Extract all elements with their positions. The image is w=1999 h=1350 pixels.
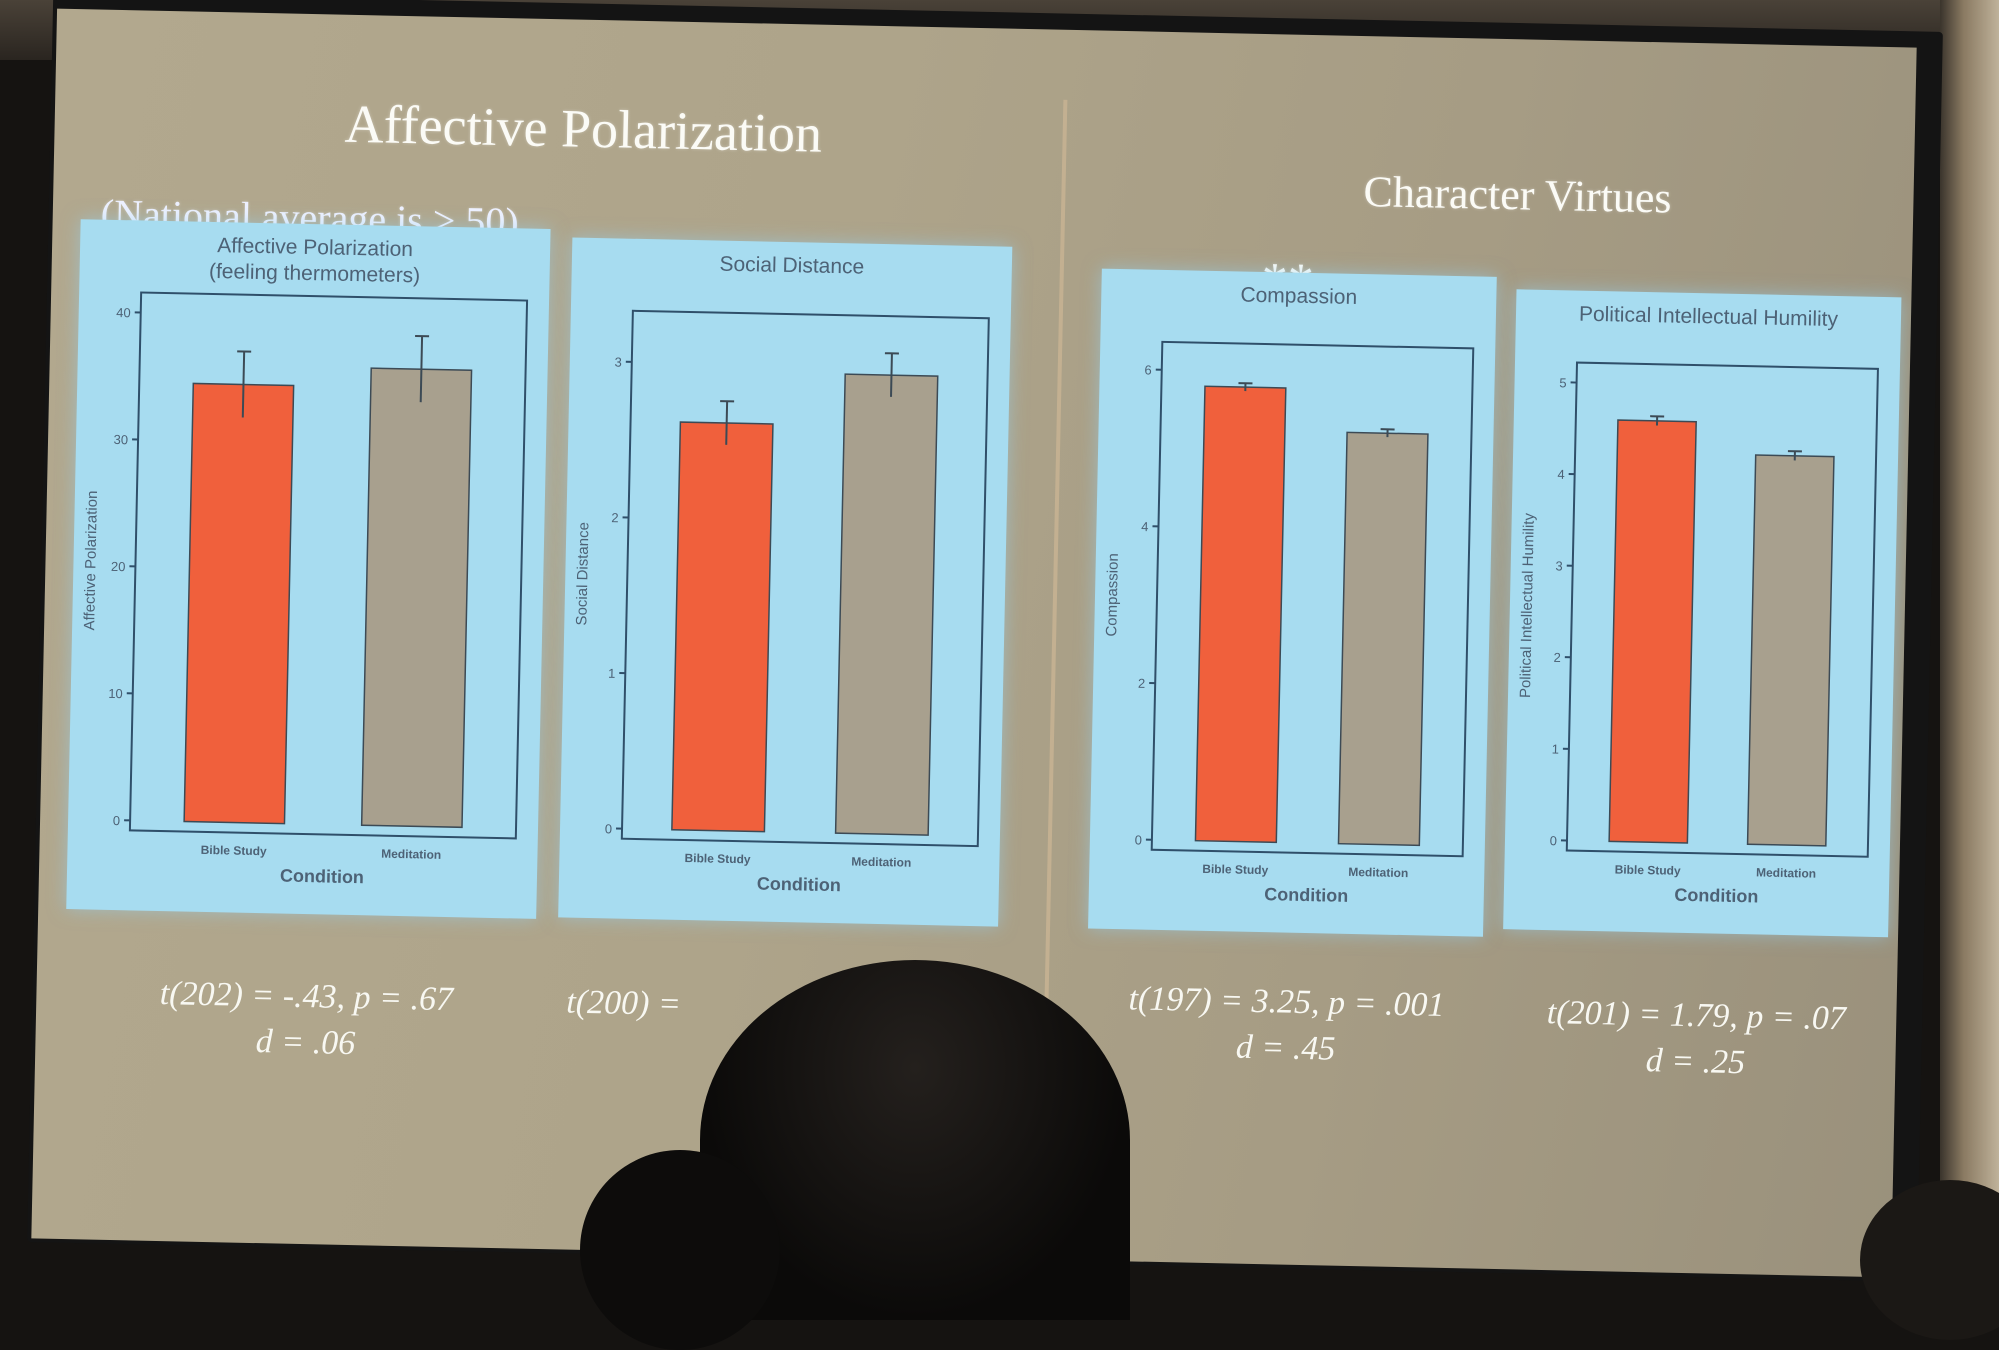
y-tick-label: 4 — [1557, 467, 1565, 482]
left-section-title: Affective Polarization — [344, 93, 823, 165]
stat-line-1: t(197) = 3.25, p = .001 — [1096, 976, 1477, 1030]
bar — [1195, 386, 1285, 842]
y-tick-label: 5 — [1559, 375, 1567, 390]
right-section-title: Character Virtues — [1363, 166, 1672, 223]
x-tick-label: Meditation — [381, 847, 441, 862]
room-wall — [1940, 0, 1999, 1281]
y-axis-label: Compassion — [1103, 553, 1122, 637]
stat-line-2: d = .06 — [105, 1016, 506, 1070]
chart-panel-intellectual-humility: Political Intellectual Humility 0 1 2 3 4 5 Pol… — [1503, 289, 1901, 937]
x-tick-label: Bible Study — [1202, 862, 1269, 877]
stat-line-2: d = .25 — [1505, 1035, 1886, 1089]
y-tick-label: 0 — [605, 821, 613, 836]
y-tick-label: 30 — [113, 432, 128, 447]
x-axis-label: Condition — [1674, 885, 1758, 907]
bar — [1338, 432, 1427, 845]
chart-panel-compassion: Compassion 0 2 4 6 Compassion Bible Study Medit… — [1088, 269, 1497, 937]
stat-block-intellectual-humility: t(201) = 1.79, p = .07 d = .25 — [1505, 989, 1887, 1089]
x-tick-label: Meditation — [1348, 865, 1408, 880]
x-tick-label: Meditation — [1756, 865, 1816, 880]
y-tick-label: 1 — [1552, 742, 1560, 757]
bar — [836, 374, 938, 835]
y-tick-label: 3 — [614, 355, 622, 370]
bar — [672, 422, 773, 832]
y-tick-label: 2 — [611, 510, 619, 525]
y-tick-label: 0 — [1135, 832, 1143, 847]
y-tick-label: 1 — [608, 666, 616, 681]
y-tick-label: 4 — [1141, 519, 1149, 534]
chart-title: Affective Polarization — [217, 234, 413, 261]
x-tick-label: Bible Study — [201, 843, 268, 858]
chart-title: Social Distance — [719, 253, 864, 279]
x-axis-label: Condition — [280, 866, 364, 888]
compassion-chart: Compassion 0 2 4 6 Compassion Bible Study Medit… — [1088, 269, 1497, 937]
x-tick-label: Meditation — [851, 854, 911, 869]
intellectual-humility-chart: Political Intellectual Humility 0 1 2 3 4 5 Pol… — [1503, 289, 1901, 937]
y-tick-label: 0 — [1550, 833, 1558, 848]
y-tick-label: 2 — [1553, 650, 1561, 665]
chart-title: (feeling thermometers) — [209, 260, 421, 287]
audience-head — [580, 1150, 780, 1350]
social-distance-chart: Social Distance 0 1 2 3 Social Distance Bible … — [558, 238, 1012, 927]
error-bar — [891, 353, 892, 397]
chart-title: Political Intellectual Humility — [1579, 303, 1839, 331]
y-tick-label: 10 — [108, 686, 123, 701]
bar — [1609, 420, 1696, 843]
y-tick-label: 3 — [1555, 558, 1563, 573]
error-bar — [726, 401, 727, 445]
x-axis-label: Condition — [757, 874, 841, 896]
chart-panel-social-distance: Social Distance 0 1 2 3 Social Distance Bible … — [558, 238, 1012, 927]
x-tick-label: Bible Study — [1615, 862, 1682, 877]
stat-line-2: d = .45 — [1095, 1022, 1476, 1076]
y-tick-label: 0 — [113, 813, 121, 828]
y-axis-label: Affective Polarization — [81, 490, 101, 630]
bar — [1748, 455, 1834, 846]
stat-block-affective-polarization: t(202) = -.43, p = .67 d = .06 — [105, 970, 507, 1070]
stat-line-1: t(202) = -.43, p = .67 — [106, 970, 507, 1024]
stat-line-1: t(201) = 1.79, p = .07 — [1506, 989, 1887, 1043]
y-tick-label: 6 — [1144, 362, 1152, 377]
y-tick-label: 20 — [111, 559, 126, 574]
stat-block-compassion: t(197) = 3.25, p = .001 d = .45 — [1095, 976, 1477, 1076]
bar — [184, 383, 294, 823]
y-axis-label: Social Distance — [573, 522, 592, 626]
chart-panel-affective-polarization: Affective Polarization(feeling thermomet… — [66, 219, 550, 919]
error-bar — [243, 351, 244, 417]
bar — [362, 368, 472, 827]
x-axis-label: Condition — [1264, 884, 1348, 906]
x-tick-label: Bible Study — [684, 851, 751, 866]
y-tick-label: 2 — [1138, 676, 1146, 691]
y-axis-label: Political Intellectual Humility — [1517, 512, 1538, 698]
error-bar — [421, 336, 422, 402]
y-tick-label: 40 — [116, 305, 131, 320]
affective-polarization-chart: Affective Polarization(feeling thermomet… — [66, 219, 550, 919]
slide-divider — [1044, 100, 1068, 1040]
chart-title: Compassion — [1240, 284, 1357, 309]
